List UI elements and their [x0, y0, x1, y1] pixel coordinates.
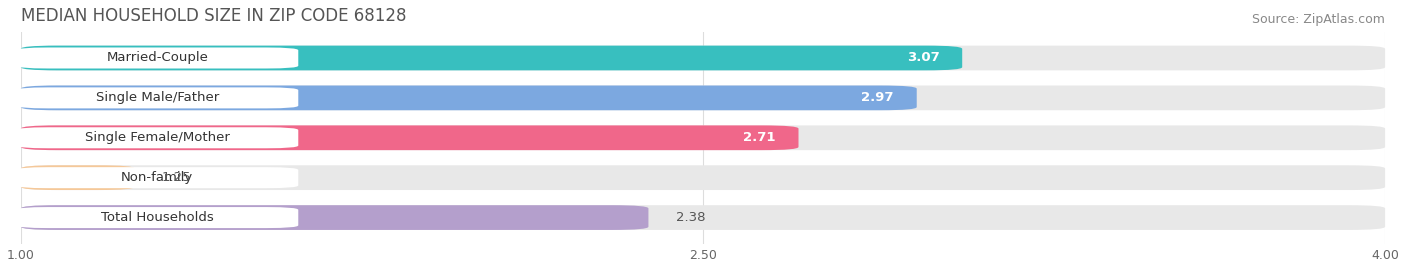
Text: 1.25: 1.25	[162, 171, 191, 184]
FancyBboxPatch shape	[17, 47, 298, 69]
FancyBboxPatch shape	[17, 87, 298, 108]
FancyBboxPatch shape	[17, 167, 298, 188]
FancyBboxPatch shape	[21, 165, 135, 190]
Text: 2.97: 2.97	[862, 91, 894, 104]
FancyBboxPatch shape	[21, 86, 1385, 110]
Text: Married-Couple: Married-Couple	[107, 51, 208, 65]
Text: Single Male/Father: Single Male/Father	[96, 91, 219, 104]
FancyBboxPatch shape	[21, 205, 648, 230]
FancyBboxPatch shape	[21, 46, 1385, 70]
Text: Source: ZipAtlas.com: Source: ZipAtlas.com	[1251, 13, 1385, 26]
Text: Non-family: Non-family	[121, 171, 194, 184]
FancyBboxPatch shape	[21, 205, 1385, 230]
Text: MEDIAN HOUSEHOLD SIZE IN ZIP CODE 68128: MEDIAN HOUSEHOLD SIZE IN ZIP CODE 68128	[21, 7, 406, 25]
FancyBboxPatch shape	[17, 127, 298, 148]
FancyBboxPatch shape	[21, 125, 799, 150]
FancyBboxPatch shape	[21, 86, 917, 110]
FancyBboxPatch shape	[21, 165, 1385, 190]
Text: Single Female/Mother: Single Female/Mother	[84, 131, 229, 144]
Text: Total Households: Total Households	[101, 211, 214, 224]
Text: 3.07: 3.07	[907, 51, 939, 65]
FancyBboxPatch shape	[21, 46, 962, 70]
Text: 2.71: 2.71	[744, 131, 776, 144]
Text: 2.38: 2.38	[676, 211, 706, 224]
FancyBboxPatch shape	[17, 207, 298, 228]
FancyBboxPatch shape	[21, 125, 1385, 150]
